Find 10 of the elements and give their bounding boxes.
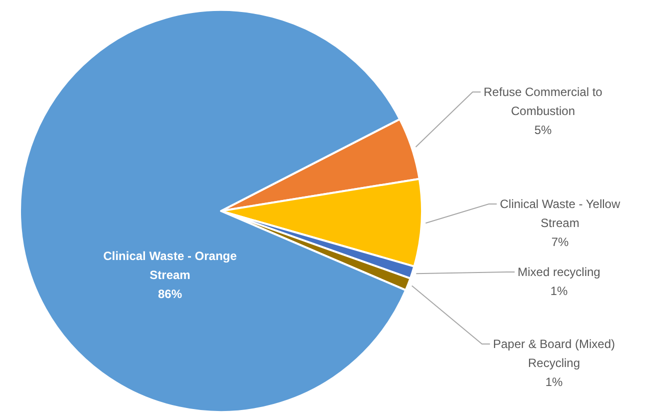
data-label: 7%	[551, 235, 569, 250]
data-label: 1%	[545, 375, 563, 390]
data-label: 5%	[534, 123, 552, 138]
slice-label: Mixed recycling	[518, 265, 600, 280]
slice-label: Paper & Board (Mixed) Recycling	[492, 337, 616, 370]
data-label: 86%	[158, 287, 182, 302]
slice-label: Refuse Commercial to Combustion	[484, 85, 603, 118]
slice-label: Clinical Waste - Yellow Stream	[500, 197, 620, 230]
data-label: 1%	[550, 284, 568, 298]
slice-label: Clinical Waste - Orange Stream	[103, 249, 238, 282]
